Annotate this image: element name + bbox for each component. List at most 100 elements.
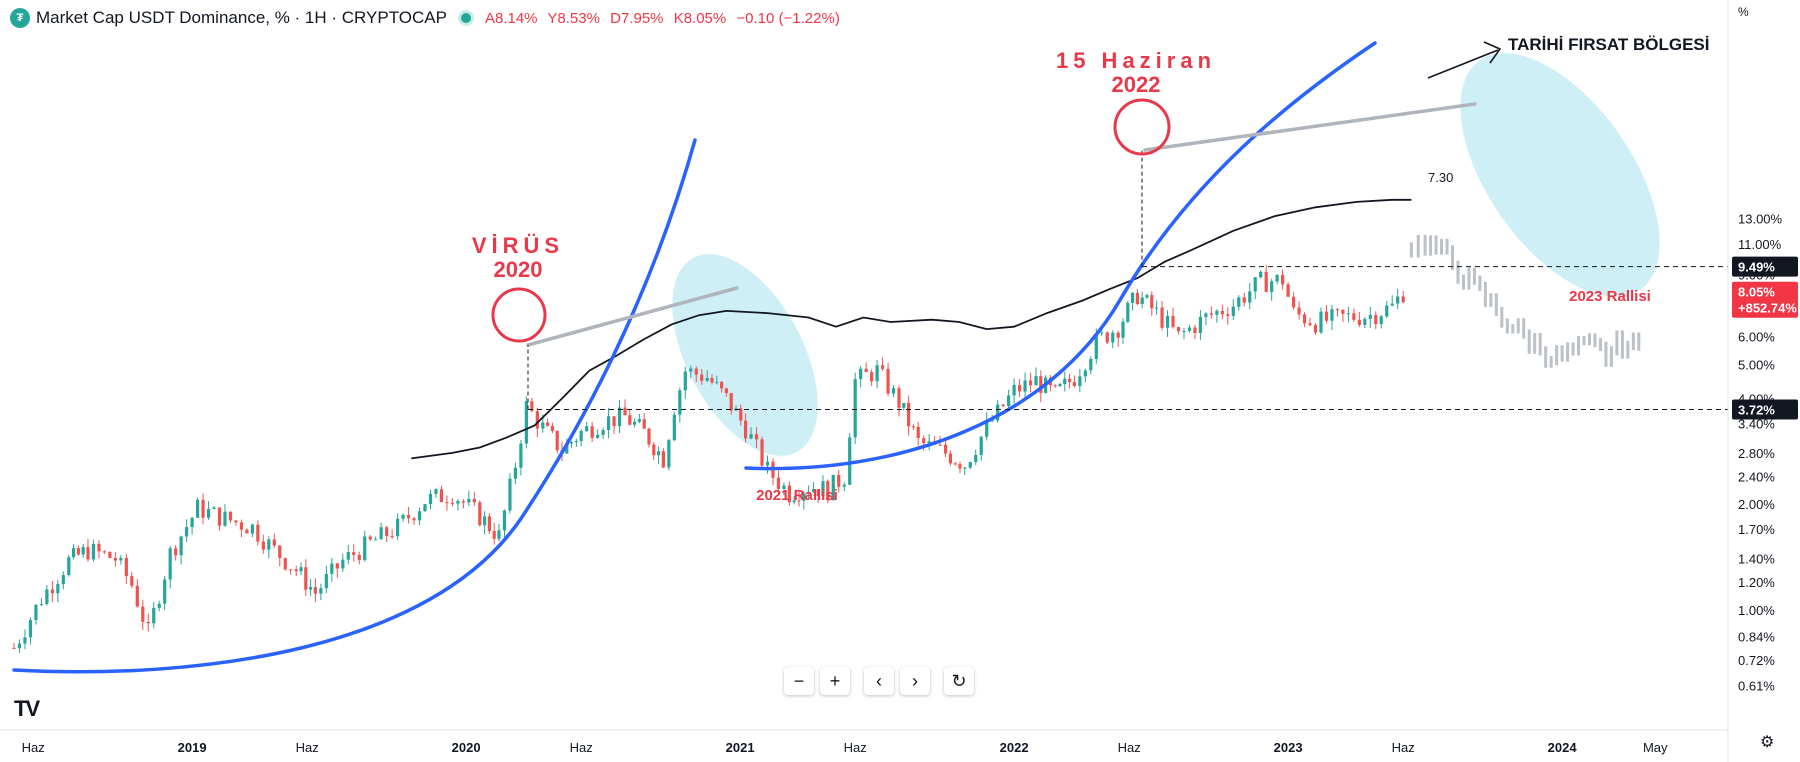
candle-body	[102, 551, 107, 553]
price-axis[interactable]: % 13.00%11.00%9.00%6.00%5.00%4.00%3.40%2…	[1727, 0, 1800, 762]
candle-body	[278, 545, 282, 559]
candle-body	[689, 368, 693, 372]
candle-body	[212, 507, 216, 509]
scroll-left-button[interactable]: ‹	[864, 667, 894, 695]
candle-body	[304, 567, 308, 590]
candle-body	[590, 426, 594, 438]
candle-body	[482, 516, 487, 526]
candle-body	[174, 548, 178, 556]
projection-candle	[1577, 336, 1581, 356]
candle-body	[1160, 307, 1164, 328]
candle-body	[1078, 376, 1082, 387]
time-axis[interactable]: Haz 2019 Haz 2020 Haz 2021 Haz 2022 Haz 2023 Haz 20…	[0, 729, 1728, 755]
candle-body	[1264, 271, 1268, 292]
candle-body	[633, 421, 637, 425]
candle-body	[28, 620, 33, 638]
candle-body	[124, 557, 128, 577]
candle-body	[1165, 315, 1170, 328]
candle-body	[694, 368, 698, 375]
zoom-in-button[interactable]: +	[820, 667, 850, 695]
candle-body	[802, 493, 806, 501]
candle-body	[628, 415, 632, 425]
price-axis-bg	[1728, 0, 1800, 762]
price-tick-label: 2.40%	[1738, 469, 1775, 484]
close-value: K8.05%	[673, 9, 727, 27]
haziran-year-label: 2022	[1112, 72, 1161, 97]
candle-body	[1012, 384, 1016, 396]
candle-body	[467, 498, 471, 503]
candle-body	[886, 368, 890, 394]
candle-body	[23, 637, 27, 644]
candle-body	[853, 379, 857, 438]
price-tick-label: 2.80%	[1738, 446, 1775, 461]
candle-body	[672, 414, 676, 441]
projection-candle	[1560, 345, 1564, 362]
opportunity-arrow-line	[1427, 49, 1499, 79]
candle-body	[417, 511, 422, 521]
projection-candle	[1500, 306, 1504, 328]
candle-body	[585, 426, 589, 432]
symbol-title[interactable]: Market Cap USDT Dominance, % · 1H · CRYP…	[36, 8, 447, 27]
candle-body	[837, 474, 841, 487]
projection-candle	[1478, 275, 1482, 292]
candle-body	[948, 453, 952, 464]
price-tick-label: 0.84%	[1738, 630, 1775, 645]
candle-body	[985, 420, 989, 437]
zoom-out-button[interactable]: −	[784, 667, 814, 695]
candle-body	[261, 541, 265, 550]
candle-body	[661, 451, 665, 468]
candle-body	[617, 407, 622, 427]
projection-candle	[1456, 260, 1460, 284]
projection-candle	[1511, 324, 1515, 334]
candle-body	[541, 422, 545, 429]
ellipse-zones	[672, 53, 1660, 456]
candle-body	[729, 393, 733, 411]
projection-candle	[1549, 356, 1553, 368]
candle-body	[289, 569, 293, 571]
candle-body	[309, 587, 313, 590]
candle-body	[859, 368, 863, 380]
low-value: D7.95%	[610, 9, 664, 27]
virus-year-label: 2020	[494, 257, 543, 282]
candle-body	[412, 518, 416, 521]
candle-body	[1058, 384, 1062, 386]
candle-body	[206, 508, 211, 518]
candle-body	[782, 485, 786, 489]
chart-header: ₮ Market Cap USDT Dominance, % · 1H · CR…	[0, 0, 846, 36]
candle-body	[1039, 376, 1043, 393]
candle-body	[267, 539, 271, 550]
candle-body	[565, 443, 569, 454]
candle-body	[1135, 292, 1139, 305]
candle-body	[968, 462, 972, 468]
projection-candle	[1483, 281, 1487, 307]
candle-body	[341, 559, 345, 569]
projection-candle	[1467, 267, 1471, 290]
candle-body	[39, 604, 43, 606]
candle-body	[1126, 302, 1130, 322]
candle-body	[1352, 313, 1356, 320]
candle-body	[787, 485, 792, 503]
projection-candle	[1440, 238, 1444, 255]
candle-body	[601, 430, 605, 435]
candle-body	[357, 554, 361, 561]
scroll-right-button[interactable]: ›	[900, 667, 930, 695]
zone-2021-ellipse	[672, 254, 818, 456]
change-value: −0.10 (−1.22%)	[736, 9, 840, 27]
candle-body	[569, 442, 574, 444]
candle-body	[313, 587, 317, 594]
drawing-lines	[12, 41, 1728, 674]
candle-body	[1154, 307, 1159, 309]
candle-body	[944, 444, 948, 454]
trend-line-2020	[526, 286, 739, 347]
candle-body	[739, 408, 743, 421]
reset-chart-button[interactable]: ↻	[944, 667, 974, 695]
time-tick-label: 2023	[1274, 740, 1303, 755]
candle-body	[1083, 370, 1087, 377]
price-badge-372-text: 3.72%	[1738, 403, 1775, 418]
tradingview-logo-icon[interactable]: TV	[14, 696, 40, 721]
candle-body	[152, 607, 156, 624]
settings-gear-icon[interactable]: ⚙	[1760, 734, 1775, 751]
candle-body	[1215, 310, 1219, 315]
candle-body	[1253, 277, 1257, 292]
